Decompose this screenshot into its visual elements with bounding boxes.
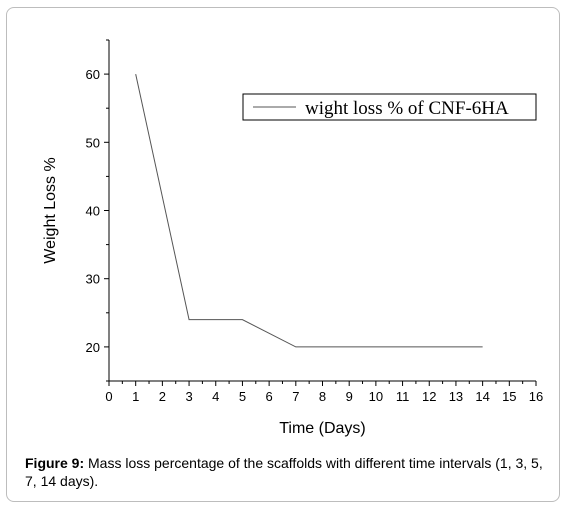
x-tick-label: 15 — [502, 389, 516, 404]
caption-text: Mass loss percentage of the scaffolds wi… — [25, 455, 543, 489]
caption-label: Figure 9: — [25, 455, 85, 471]
x-tick-label: 0 — [105, 389, 112, 404]
x-tick-label: 6 — [266, 389, 273, 404]
figure-frame — [6, 7, 560, 502]
figure-caption: Figure 9: Mass loss percentage of the sc… — [25, 454, 550, 490]
x-tick-label: 11 — [396, 389, 410, 404]
x-axis-ticks: 0 1 2 3 4 5 6 7 8 9 10 11 12 13 14 15 16 — [105, 381, 543, 404]
x-tick-label: 5 — [239, 389, 246, 404]
legend-label: wight loss % of CNF-6HA — [305, 98, 509, 119]
chart-axes — [108, 40, 536, 382]
y-tick-label: 30 — [86, 272, 100, 287]
series-line — [135, 73, 483, 348]
y-axis-title: Weight Loss % — [42, 157, 59, 263]
x-tick-label: 12 — [422, 389, 436, 404]
x-tick-label: 10 — [369, 389, 383, 404]
x-tick-label: 2 — [159, 389, 166, 404]
x-tick-label: 3 — [185, 389, 192, 404]
chart-legend: wight loss % of CNF-6HA — [242, 93, 537, 121]
x-tick-label: 1 — [132, 389, 139, 404]
y-tick-label: 50 — [86, 135, 100, 150]
y-tick-label: 60 — [86, 67, 100, 82]
y-tick-label: 20 — [86, 340, 100, 355]
x-tick-label: 14 — [475, 389, 489, 404]
x-tick-label: 16 — [529, 389, 543, 404]
x-tick-label: 8 — [319, 389, 326, 404]
chart-series — [135, 73, 483, 348]
x-tick-label: 7 — [292, 389, 299, 404]
y-tick-label: 40 — [86, 204, 100, 219]
x-axis-title: Time (Days) — [279, 420, 366, 437]
x-tick-label: 9 — [346, 389, 353, 404]
y-axis-ticks: 20 30 40 50 60 — [86, 39, 109, 382]
x-tick-label: 13 — [449, 389, 463, 404]
x-tick-label: 4 — [212, 389, 219, 404]
